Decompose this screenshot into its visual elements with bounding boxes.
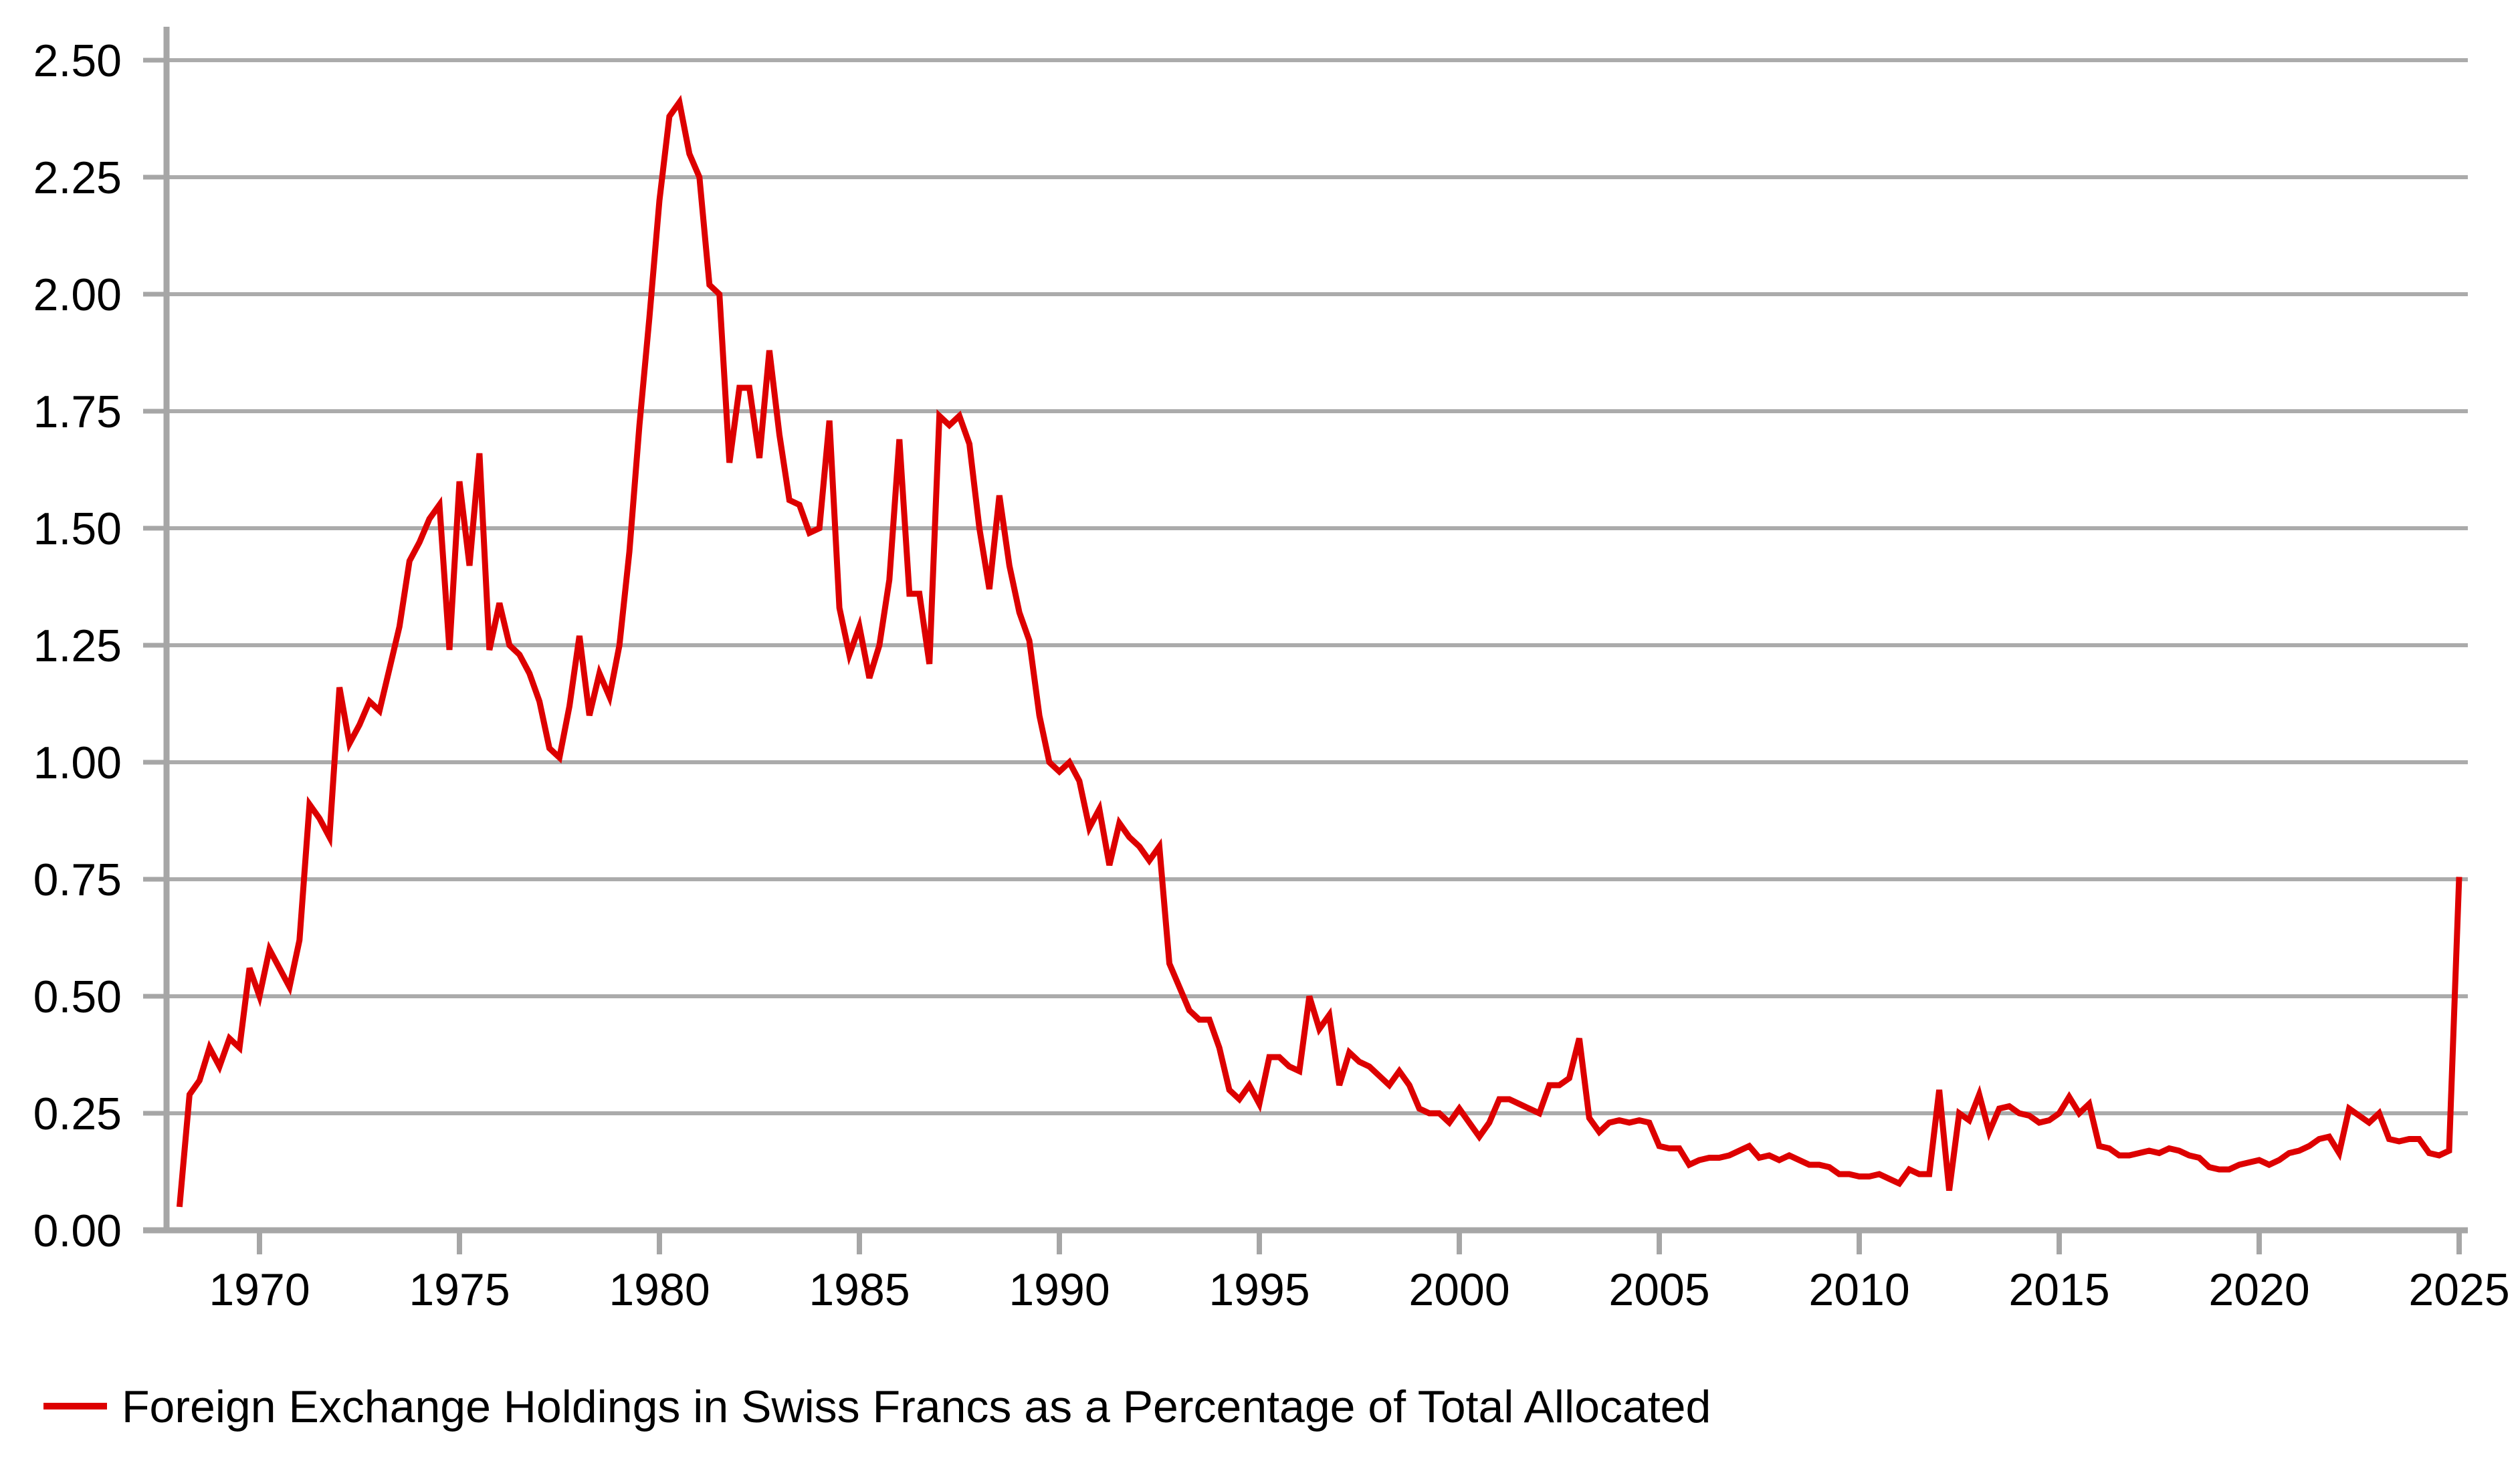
x-tick-label: 2015 [2008, 1264, 2109, 1315]
x-tick-label: 1975 [409, 1264, 510, 1315]
axes-group [143, 27, 2468, 1234]
x-tick-label: 1970 [209, 1264, 310, 1315]
y-tick-label: 2.00 [33, 269, 122, 320]
x-tick-label: 2000 [1408, 1264, 1509, 1315]
y-tick-label: 1.50 [33, 503, 122, 554]
y-axis-labels-group: 0.00 0.25 0.50 0.75 1.00 1.25 1.50 1.75 2.00 2.25… [33, 35, 122, 1256]
y-tick-label: 0.75 [33, 855, 122, 905]
y-tick-label: 1.25 [33, 620, 122, 671]
x-tick-label: 2020 [2208, 1264, 2309, 1315]
legend-label: Foreign Exchange Holdings in Swiss Franc… [122, 1381, 1711, 1432]
y-tick-label: 0.00 [33, 1206, 122, 1256]
y-tick-label: 0.50 [33, 972, 122, 1022]
y-tick-label: 2.50 [33, 35, 122, 86]
x-tick-label: 1990 [1009, 1264, 1110, 1315]
legend: Foreign Exchange Holdings in Swiss Franc… [43, 1381, 1711, 1432]
x-tick-label: 2025 [2408, 1264, 2509, 1315]
y-tick-label: 0.25 [33, 1089, 122, 1139]
x-tick-label: 2005 [1608, 1264, 1709, 1315]
x-tick-label: 2010 [1808, 1264, 1909, 1315]
series-line [176, 94, 2462, 1208]
gridlines-group [167, 58, 2468, 1232]
x-axis-labels-group: 1970 1975 1980 1985 1990 1995 2000 2005 2010 2015… [209, 1264, 2509, 1315]
y-tick-label: 2.25 [33, 152, 122, 203]
x-tick-label: 1995 [1209, 1264, 1309, 1315]
x-tick-label: 1980 [609, 1264, 710, 1315]
tick-marks-group [143, 58, 2462, 1254]
y-tick-label: 1.75 [33, 386, 122, 437]
y-tick-label: 1.00 [33, 738, 122, 788]
x-tick-label: 1985 [809, 1264, 910, 1315]
